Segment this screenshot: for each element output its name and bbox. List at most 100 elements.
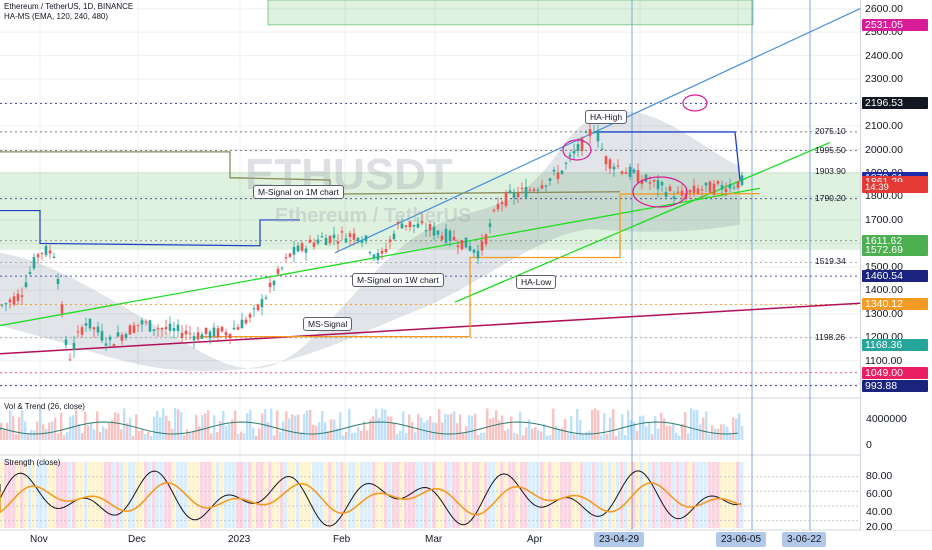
volume-bar <box>90 423 93 440</box>
volume-bar <box>252 427 255 440</box>
candle-body <box>180 332 184 339</box>
strength-bg-bar <box>476 462 480 528</box>
strength-bg-bar <box>56 462 60 528</box>
volume-bar <box>231 419 234 440</box>
candle-body <box>592 131 596 134</box>
volume-bar <box>540 431 543 440</box>
volume-bar <box>582 434 585 440</box>
volume-bar <box>285 411 288 440</box>
volume-bar <box>432 422 435 440</box>
price-tag[interactable]: 1168.36 <box>862 338 928 351</box>
strength-bg-bar <box>696 462 700 528</box>
annotation-m-signal-1m[interactable]: M-Signal on 1M chart <box>253 185 344 199</box>
volume-bar <box>537 430 540 440</box>
volume-bar <box>576 408 579 440</box>
volume-bar <box>186 429 189 440</box>
volume-bar <box>324 422 327 440</box>
time-tag-date-2[interactable]: 23-06-05 <box>716 532 767 547</box>
strength-bg-bar <box>80 462 84 528</box>
candle-body <box>352 233 356 240</box>
volume-bar <box>267 422 270 440</box>
watermark-name: Ethereum / TetherUS <box>275 205 472 227</box>
strength-bg-bar <box>620 462 624 528</box>
volume-bar <box>15 434 18 440</box>
price-axis[interactable] <box>860 0 932 530</box>
price-tag[interactable]: 2196.53 <box>862 97 928 110</box>
annotation-ha-low[interactable]: HA-Low <box>516 275 557 289</box>
volume-bar <box>633 422 636 440</box>
candle-body <box>108 336 112 340</box>
volume-bar <box>129 417 132 440</box>
price-tag[interactable]: 1611.62 <box>862 234 928 247</box>
volume-bar <box>315 425 318 440</box>
volume-bar <box>558 429 561 440</box>
volume-bar <box>732 417 735 440</box>
volume-bar <box>288 418 291 440</box>
strength-bg-bar <box>48 462 52 528</box>
volume-bar <box>165 415 168 440</box>
candle-body <box>208 331 212 339</box>
strength-bg-bar <box>24 462 28 528</box>
strength-bg-bar <box>580 462 584 528</box>
candle-body <box>628 166 632 177</box>
price-tag[interactable]: 993.88 <box>862 379 928 392</box>
time-label-nov: Nov <box>30 534 48 545</box>
strength-bg-bar <box>312 462 316 528</box>
volume-bar <box>318 421 321 440</box>
volume-bar <box>729 432 732 440</box>
volume-bar <box>12 416 15 440</box>
annotation-ms-signal[interactable]: MS-Signal <box>303 317 353 331</box>
strength-pane-title[interactable]: Strength (close) <box>4 458 61 467</box>
candle-body <box>724 188 728 193</box>
volume-bar <box>264 409 267 440</box>
strength-bg-bar <box>596 462 600 528</box>
volatility-cloud <box>0 110 740 372</box>
price-tag[interactable]: 1460.54 <box>862 270 928 283</box>
volume-bar <box>198 426 201 440</box>
indicator-title[interactable]: HA-MS (EMA, 120, 240, 480) <box>4 12 109 21</box>
price-tag[interactable]: 1340.12 <box>862 298 928 311</box>
annotation-ha-high[interactable]: HA-High <box>585 110 628 124</box>
volume-pane-title[interactable]: Vol & Trend (26, close) <box>4 402 85 411</box>
strength-bg-bar <box>104 462 108 528</box>
candle-body <box>236 327 240 330</box>
candle-body <box>140 320 144 325</box>
price-tag[interactable]: 2531.05 <box>862 18 928 31</box>
volume-bar <box>591 409 594 440</box>
candle-body <box>184 330 188 335</box>
candle-body <box>716 180 720 184</box>
candle-body <box>300 243 304 251</box>
candle-body <box>456 245 460 248</box>
strength-bg-bar <box>116 462 120 528</box>
strength-bg-bar <box>208 462 212 528</box>
strength-bg-bar <box>136 462 140 528</box>
volume-bar <box>384 409 387 440</box>
time-tag-date-1[interactable]: 23-04-29 <box>594 532 645 547</box>
annotation-m-signal-1w[interactable]: M-Signal on 1W chart <box>352 273 444 287</box>
candle-body <box>440 235 444 240</box>
candle-body <box>292 247 296 255</box>
strength-bg-bar <box>548 462 552 528</box>
volume-bar <box>297 414 300 440</box>
price-tag[interactable]: 14:39 <box>862 181 928 193</box>
candle-body <box>272 280 276 286</box>
volume-bar <box>735 418 738 440</box>
volume-bar <box>588 430 591 440</box>
volume-bar <box>426 419 429 440</box>
candle-body <box>60 304 64 314</box>
volume-bar <box>6 422 9 440</box>
time-tag-date-3[interactable]: 3-06-22 <box>782 532 827 547</box>
strength-bg-bar <box>396 462 400 528</box>
price-tag[interactable]: 1572.69 <box>862 243 928 256</box>
price-tag[interactable]: 1049.00 <box>862 366 928 379</box>
candle-body <box>468 246 472 251</box>
symbol-title[interactable]: Ethereum / TetherUS, 1D, BINANCE <box>4 2 134 11</box>
candle-body <box>648 182 652 184</box>
strength-bg-bar <box>740 462 744 528</box>
volume-bar <box>63 435 66 440</box>
candle-body <box>384 249 388 253</box>
volume-bar <box>138 430 141 440</box>
volume-bar <box>312 424 315 440</box>
candle-body <box>204 327 208 335</box>
